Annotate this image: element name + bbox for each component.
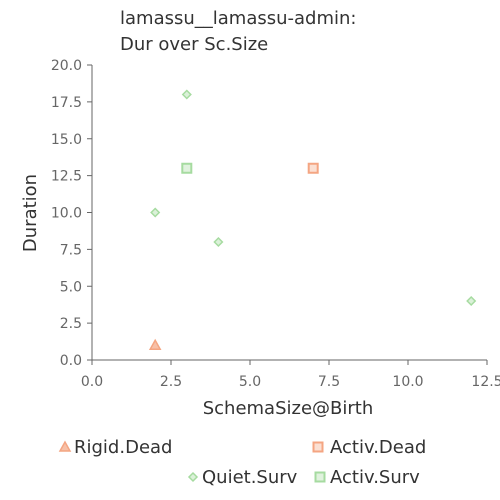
x-tick-label: 5.0 <box>239 374 261 390</box>
legend-marker <box>187 471 199 483</box>
y-tick-label: 17.5 <box>51 95 82 111</box>
y-tick-label: 12.5 <box>51 169 82 185</box>
legend-marker <box>312 441 324 453</box>
legend-item: Activ.Surv <box>314 467 420 488</box>
chart-title: lamassu__lamassu-admin: Dur over Sc.Size <box>120 8 356 55</box>
tick-labels: 0.0 2.5 5.0 7.5 10.0 12.5 15.0 17.5 20.0 0.0 2.5 5.… <box>51 58 500 390</box>
x-tick-label: 7.5 <box>318 374 340 390</box>
data-point-quiet-surv <box>466 295 477 307</box>
y-tick-label: 20.0 <box>51 58 82 74</box>
x-tick-label: 2.5 <box>160 374 182 390</box>
x-tick-label: 10.0 <box>392 374 423 390</box>
y-tick-label: 0.0 <box>60 353 82 369</box>
x-tick-label: 0.0 <box>81 374 103 390</box>
legend-label: Activ.Dead <box>330 437 426 458</box>
x-axis-label: SchemaSize@Birth <box>203 398 374 419</box>
legend-label: Quiet.Surv <box>202 467 298 488</box>
y-tick-label: 7.5 <box>60 242 82 258</box>
legend: Rigid.Dead Activ.Dead Quiet.Surv Activ.Surv <box>58 437 426 488</box>
data-point-rigid-dead <box>148 338 162 350</box>
legend-marker <box>58 440 72 452</box>
data-point-quiet-surv <box>213 236 224 248</box>
y-tick-label: 10.0 <box>51 206 82 222</box>
y-axis-label: Duration <box>20 174 41 252</box>
y-tick-label: 15.0 <box>51 132 82 148</box>
data-points <box>148 89 477 350</box>
chart-title-line-1: lamassu__lamassu-admin: <box>120 8 356 29</box>
legend-marker <box>314 471 326 483</box>
legend-label: Activ.Surv <box>330 467 420 488</box>
legend-item: Rigid.Dead <box>58 437 172 458</box>
chart-title-line-2: Dur over Sc.Size <box>120 34 268 55</box>
x-tick-label: 12.5 <box>471 374 500 390</box>
data-point-quiet-surv <box>181 89 192 100</box>
y-tick-label: 2.5 <box>60 316 82 332</box>
legend-item: Quiet.Surv <box>187 467 298 488</box>
legend-item: Activ.Dead <box>312 437 426 458</box>
data-point-activ-surv <box>181 162 193 174</box>
data-point-quiet-surv <box>150 207 161 218</box>
legend-label: Rigid.Dead <box>74 437 172 458</box>
data-point-activ-dead <box>307 162 319 174</box>
y-tick-label: 5.0 <box>60 279 82 295</box>
